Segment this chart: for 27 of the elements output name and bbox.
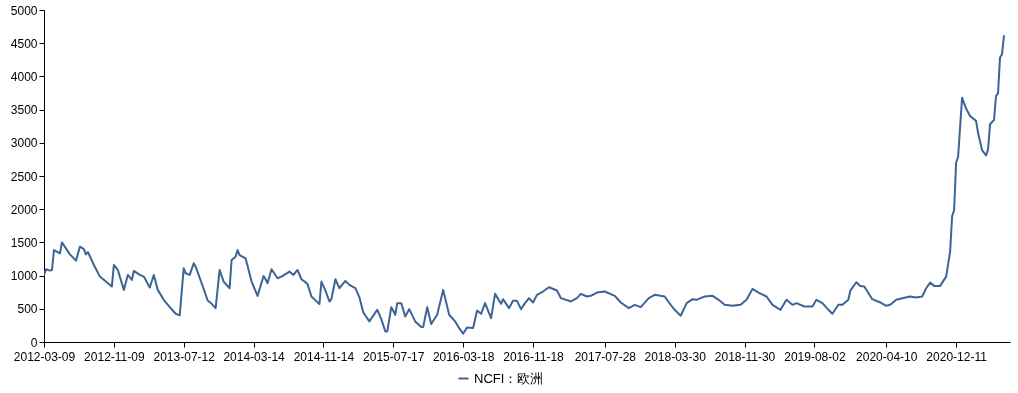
x-tick-label: 2016-03-18: [432, 349, 495, 364]
y-tick-label: 5000: [10, 3, 38, 18]
x-tick-label: 2020-04-10: [856, 349, 918, 364]
x-tick-label: 2020-12-11: [926, 349, 988, 364]
x-tick-label: 2018-11-30: [714, 349, 776, 364]
x-tick-label: 2015-07-17: [363, 349, 425, 364]
y-tick-label: 2500: [10, 169, 38, 184]
line-series: [44, 34, 1006, 335]
x-tick-label: 2012-03-09: [13, 349, 76, 364]
x-tick-label: 2016-11-18: [503, 349, 565, 364]
y-tick-label: 500: [17, 302, 38, 317]
x-tick-label: 2019-08-02: [784, 349, 846, 364]
x-tick-label: 2013-07-12: [153, 349, 216, 364]
y-tick-label: 2000: [10, 202, 38, 217]
x-tick-label: 2017-07-28: [574, 349, 637, 364]
x-tick-label: 2014-03-14: [223, 349, 286, 364]
x-tick-label: 2018-03-30: [644, 349, 707, 364]
legend-label: NCFI：欧洲: [474, 370, 544, 386]
y-tick-label: 4500: [10, 36, 38, 51]
x-tick-label: 2012-11-09: [84, 349, 145, 364]
y-tick-label: 4000: [10, 69, 38, 84]
y-tick-label: 3500: [10, 103, 38, 118]
y-tick-label: 0: [30, 335, 38, 350]
y-tick-label: 1500: [10, 235, 38, 250]
y-tick-label: 3000: [10, 136, 38, 151]
x-tick-label: 2014-11-14: [293, 349, 355, 364]
y-tick-label: 1000: [10, 269, 38, 284]
